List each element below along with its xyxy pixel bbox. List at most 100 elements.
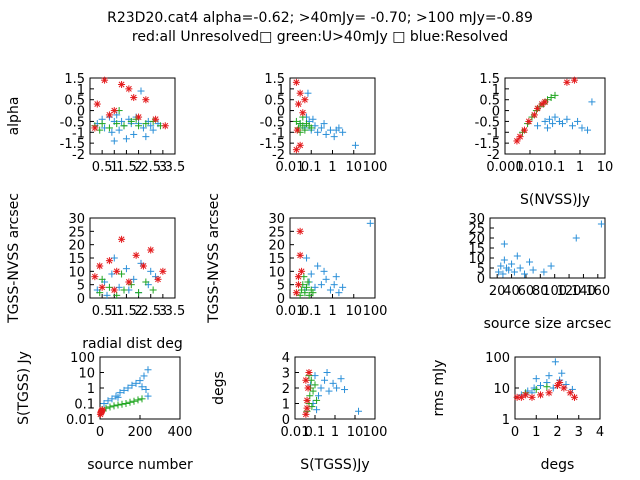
data-point-blue (304, 89, 312, 97)
data-point-red (91, 273, 99, 281)
x-axis-label: source size arcsec (484, 316, 612, 332)
data-point-green (304, 278, 312, 286)
data-point-blue (516, 264, 524, 272)
data-point-red (571, 393, 578, 401)
y-axis-label: rms mJy (431, 360, 447, 417)
x-tick-label: 0.1 (301, 304, 322, 319)
x-tick-label: 0 (96, 425, 104, 440)
data-point-blue (147, 267, 155, 275)
y-tick-label: 5 (77, 279, 85, 294)
data-point-red (110, 286, 118, 294)
data-point-blue (149, 126, 157, 134)
y-tick-label: -1.5 (60, 137, 85, 152)
data-point-green (296, 291, 304, 299)
data-point-red (560, 384, 568, 392)
y-tick-label: 10 (78, 367, 95, 382)
y-tick-label: 15 (68, 252, 85, 267)
figure-title-line-2: red:all Unresolved□ green:U>40mJy □ blue… (132, 29, 508, 45)
data-point-blue (142, 386, 150, 394)
data-point-red (303, 396, 311, 404)
data-point-blue (584, 126, 592, 134)
data-point-blue (547, 262, 555, 270)
data-point-green (142, 278, 150, 286)
data-point-blue (108, 128, 116, 136)
data-point-blue (597, 220, 605, 228)
data-point-blue (144, 366, 152, 374)
x-tick-label: 1 (110, 304, 118, 319)
y-tick-label: 0 (492, 105, 500, 120)
x-tick-label: 0.01 (276, 160, 305, 175)
data-point-blue (142, 133, 150, 141)
data-point-green (96, 289, 104, 297)
data-point-green (307, 124, 315, 132)
data-point-blue (332, 126, 340, 134)
y-tick-label: 0 (477, 272, 485, 287)
data-point-blue (138, 383, 146, 391)
y-tick-label: 0.5 (64, 94, 85, 109)
data-point-blue (314, 128, 322, 136)
plot-frame (99, 356, 181, 420)
data-point-blue (122, 135, 130, 143)
data-point-blue (543, 124, 551, 132)
data-point-blue (315, 392, 323, 400)
data-point-red (152, 115, 160, 123)
data-point-blue (366, 219, 374, 227)
y-tick-label: 1 (277, 83, 285, 98)
x-tick-label: 1.5 (116, 304, 137, 319)
y-tick-label: -1 (487, 126, 500, 141)
x-axis-label: source number (87, 457, 193, 473)
data-point-red (296, 227, 304, 235)
data-point-blue (325, 387, 333, 395)
data-point-blue (137, 87, 145, 95)
data-point-red (304, 384, 312, 392)
y-tick-label: 1 (77, 83, 85, 98)
data-point-blue (330, 281, 338, 289)
data-point-red (113, 267, 121, 275)
x-tick-label: 400 (168, 425, 193, 440)
data-point-red (302, 410, 310, 418)
data-point-blue (326, 286, 334, 294)
data-point-red (570, 76, 578, 84)
y-tick-label: -0.5 (475, 115, 500, 130)
data-point-blue (147, 122, 155, 130)
x-tick-label: 120 (557, 284, 582, 299)
x-tick-label: 1 (532, 425, 540, 440)
data-point-blue (572, 234, 580, 242)
y-axis-label: TGSS-NVSS arcsec (6, 193, 22, 324)
x-axis-label: degs (541, 457, 575, 473)
x-tick-label: 60 (518, 284, 535, 299)
y-tick-label: -0.5 (260, 115, 285, 130)
data-point-blue (578, 124, 586, 132)
y-tick-label: 20 (68, 239, 85, 254)
data-point-red (154, 275, 162, 283)
data-point-blue (108, 395, 116, 403)
data-point-blue (128, 381, 136, 389)
data-point-blue (532, 375, 540, 383)
data-point-red (556, 379, 564, 387)
data-point-blue (559, 120, 567, 128)
data-point-blue (132, 379, 140, 387)
x-tick-label: 0.1 (305, 425, 326, 440)
data-point-blue (136, 377, 144, 385)
data-point-green (110, 402, 118, 410)
data-point-blue (110, 137, 118, 145)
x-tick-label: 0.5 (92, 160, 113, 175)
x-tick-label: 1 (328, 160, 336, 175)
data-point-red (298, 267, 306, 275)
y-tick-label: 2 (282, 382, 290, 397)
data-point-blue (130, 130, 138, 138)
data-point-green (547, 94, 555, 102)
data-point-green (122, 400, 130, 407)
y-tick-label: 10 (493, 382, 510, 397)
data-point-red (296, 141, 304, 149)
data-point-blue (355, 407, 363, 415)
y-tick-label: 1.5 (479, 72, 500, 87)
x-tick-label: 2.5 (140, 160, 161, 175)
data-point-green (135, 289, 143, 297)
data-point-red (294, 273, 302, 281)
data-point-red (105, 257, 113, 265)
data-point-blue (314, 262, 322, 270)
